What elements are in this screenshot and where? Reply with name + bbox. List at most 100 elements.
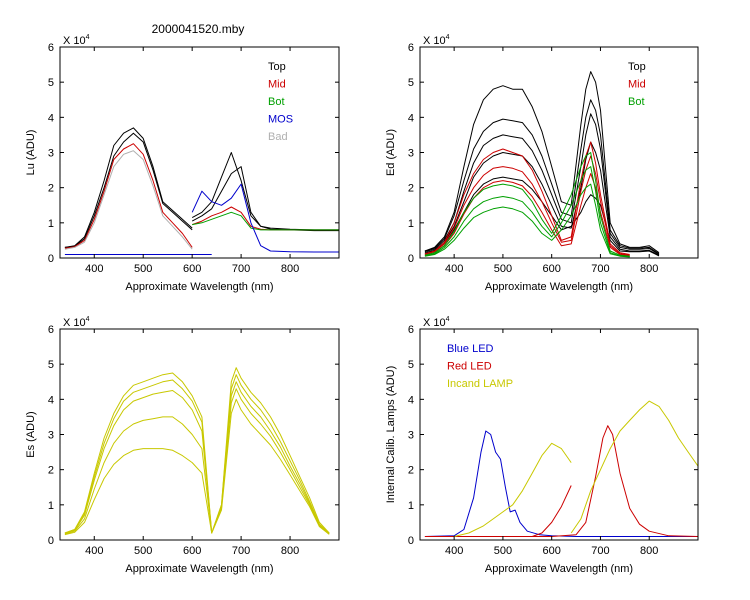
es-chart-panel: 400 500 600 700 800 0 1 2 3 4 5 6 X 104 Approximate W…	[25, 316, 340, 575]
ed-series-line-bot	[424, 183, 630, 258]
es-x-axis-label: Approximate Wavelength (nm)	[125, 563, 273, 575]
lu-exponent-label: X 104	[63, 34, 90, 47]
es-y-tick-label: 5	[48, 359, 54, 371]
calib-series-line-incand-lamp	[570, 400, 698, 534]
calib-y-tick-label: 4	[408, 394, 414, 406]
calib-series-line-blue-led	[424, 430, 698, 537]
es-y-tick-label: 6	[48, 324, 54, 336]
lu-legend-bad: Bad	[268, 131, 288, 143]
es-x-tick-label: 800	[281, 545, 299, 557]
ed-y-tick-label: 0	[408, 253, 414, 265]
ed-y-axis-label: Ed (ADU)	[385, 129, 397, 176]
ed-series-line-mid	[424, 155, 630, 256]
ed-y-tick-label: 3	[408, 148, 414, 160]
es-plot-frame	[59, 328, 340, 541]
ed-series-line-mid	[424, 173, 630, 257]
calib-series-group	[424, 400, 698, 537]
es-series-line-es	[64, 381, 330, 535]
ed-x-tick-label: 400	[445, 263, 463, 275]
es-exponent-power: 4	[86, 316, 90, 323]
lu-y-axis-label: Lu (ADU)	[25, 130, 37, 176]
lu-series-line-mid	[64, 143, 193, 249]
lu-x-tick-label: 400	[85, 263, 103, 275]
lu-legend-mid: Mid	[268, 79, 286, 91]
calib-y-axis-label: Internal Calib. Lamps (ADU)	[385, 366, 397, 504]
lu-y-tick-label: 6	[48, 42, 54, 54]
lu-series-group	[64, 127, 339, 255]
calib-series-line-incand-lamp	[453, 442, 572, 537]
calib-y-tick-label: 6	[408, 324, 414, 336]
ed-y-tick-label: 4	[408, 112, 414, 124]
ed-series-line-top	[424, 113, 660, 255]
lu-x-tick-label: 800	[281, 263, 299, 275]
ed-series-line-top	[424, 71, 660, 254]
es-exponent-label: X 104	[63, 316, 90, 329]
ed-series-line-mid	[424, 141, 630, 255]
ed-series-line-top	[424, 99, 660, 255]
ed-y-tick-label: 2	[408, 183, 414, 195]
es-y-tick-label: 1	[48, 500, 54, 512]
calib-x-axis-label: Approximate Wavelength (nm)	[485, 563, 633, 575]
lu-legend-bot: Bot	[268, 96, 285, 108]
ed-exponent-power: 4	[446, 34, 450, 41]
calib-y-tick-label: 0	[408, 535, 414, 547]
calib-x-tick-label: 700	[591, 545, 609, 557]
es-y-tick-label: 3	[48, 430, 54, 442]
lu-x-axis-label: Approximate Wavelength (nm)	[125, 281, 273, 293]
lu-chart-panel: 400 500 600 700 800 0 1 2 3 4 5 6 X 104 Approximate W…	[25, 34, 340, 293]
es-series-line-es	[64, 374, 330, 534]
lu-series-line-bot	[192, 211, 339, 231]
ed-legend-bot: Bot	[628, 96, 645, 108]
ed-chart-panel: 400 500 600 700 800 0 1 2 3 4 5 6 X 104 Approximate W…	[385, 34, 699, 293]
es-y-tick-label: 4	[48, 394, 54, 406]
lu-y-tick-label: 4	[48, 112, 54, 124]
ed-series-line-top	[424, 141, 660, 256]
lu-series-line-bad	[64, 150, 193, 250]
calib-legend-incand-lamp: Incand LAMP	[447, 378, 513, 390]
ed-x-tick-label: 800	[640, 263, 658, 275]
lu-legend-mos: MOS	[268, 114, 293, 126]
ed-exponent-label: X 104	[423, 34, 450, 47]
ed-series-line-bot	[424, 166, 630, 258]
figure-title: 2000041520.mby	[152, 22, 245, 36]
lu-exponent-power: 4	[86, 34, 90, 41]
ed-x-tick-label: 600	[543, 263, 561, 275]
lu-series-line-mos	[191, 183, 339, 253]
lu-y-tick-label: 3	[48, 148, 54, 160]
es-y-tick-label: 2	[48, 465, 54, 477]
lu-series-line-top	[64, 127, 193, 248]
lu-series-line-top	[191, 152, 339, 231]
calib-legend-blue-led: Blue LED	[447, 343, 494, 355]
lu-y-tick-label: 0	[48, 253, 54, 265]
calib-series-line-red-led	[532, 485, 572, 537]
lu-x-tick-label: 600	[183, 263, 201, 275]
lu-y-tick-label: 1	[48, 218, 54, 230]
calib-y-tick-label: 5	[408, 359, 414, 371]
calib-exponent-power: 4	[446, 316, 450, 323]
lu-y-tick-label: 2	[48, 183, 54, 195]
ed-x-axis-label: Approximate Wavelength (nm)	[485, 281, 633, 293]
ed-y-tick-label: 6	[408, 42, 414, 54]
ed-legend-mid: Mid	[628, 79, 646, 91]
lu-x-tick-label: 500	[134, 263, 152, 275]
calib-y-tick-label: 1	[408, 500, 414, 512]
es-series-line-es	[64, 398, 330, 536]
calib-y-tick-label: 2	[408, 465, 414, 477]
calib-x-tick-label: 500	[494, 545, 512, 557]
calib-x-tick-label: 800	[640, 545, 658, 557]
ed-y-tick-label: 5	[408, 77, 414, 89]
lu-series-line-top	[64, 132, 193, 248]
es-x-tick-label: 700	[232, 545, 250, 557]
calib-legend-red-led: Red LED	[447, 361, 492, 373]
lu-x-tick-label: 700	[232, 263, 250, 275]
es-series-line-es	[64, 388, 330, 535]
es-x-tick-label: 500	[134, 545, 152, 557]
calib-x-tick-label: 400	[445, 545, 463, 557]
ed-series-line-bot	[424, 152, 630, 257]
ed-x-tick-label: 500	[494, 263, 512, 275]
lu-legend-top: Top	[268, 61, 286, 73]
lu-y-tick-label: 5	[48, 77, 54, 89]
ed-y-tick-label: 1	[408, 218, 414, 230]
es-x-tick-label: 600	[183, 545, 201, 557]
